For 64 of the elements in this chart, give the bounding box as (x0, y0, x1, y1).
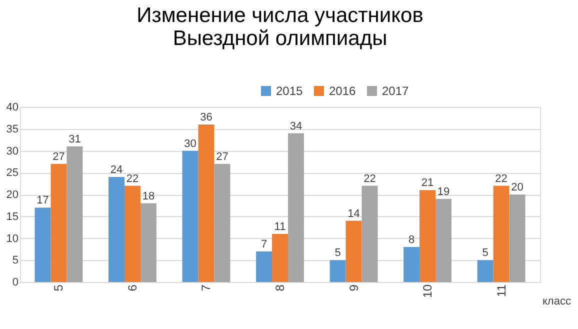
bar (140, 203, 156, 282)
bar (493, 186, 510, 282)
text: Изменение числа участников (136, 4, 424, 27)
legend-label: 2015 (276, 84, 304, 98)
bar (256, 251, 272, 282)
bar (124, 186, 140, 282)
x-axis-title: класс (542, 296, 572, 308)
bar (50, 164, 67, 282)
bar (288, 133, 304, 282)
x-tick-label: 10 (420, 284, 435, 298)
bar (404, 247, 420, 282)
y-tick-label: 5 (12, 254, 18, 267)
bar (34, 208, 51, 282)
data-label: 36 (200, 112, 212, 124)
bar (477, 260, 494, 282)
bar (420, 190, 436, 282)
data-label: 27 (216, 150, 228, 163)
bar (66, 146, 83, 282)
data-label: 22 (364, 172, 376, 185)
bar (108, 177, 124, 282)
data-label: 19 (437, 186, 450, 198)
data-label: 17 (36, 194, 49, 207)
bar (198, 124, 214, 282)
data-label: 11 (274, 220, 286, 233)
legend-label: 2016 (329, 84, 356, 98)
bar (272, 234, 288, 282)
bar (509, 194, 526, 282)
legend-label: 2017 (382, 84, 410, 98)
y-tick-label: 30 (6, 145, 18, 158)
x-tick-label: 11 (494, 284, 508, 297)
x-tick-label: 9 (346, 284, 361, 292)
y-tick-label: 40 (6, 102, 18, 114)
x-tick-label: 8 (273, 284, 287, 292)
bar (346, 220, 362, 282)
y-tick-label: 20 (6, 189, 18, 201)
y-tick-label: 25 (6, 167, 18, 180)
y-tick-label: 10 (6, 232, 18, 245)
x-tick-label: 5 (52, 284, 66, 292)
data-label: 24 (110, 164, 123, 176)
y-tick-label: 0 (12, 276, 18, 288)
y-tick-label: 35 (6, 123, 18, 136)
data-label: 5 (482, 247, 488, 260)
data-label: 5 (334, 247, 341, 260)
data-label: 27 (52, 150, 65, 163)
bar (362, 186, 378, 282)
data-label: 18 (142, 190, 155, 202)
data-label: 22 (126, 172, 139, 185)
x-tick-label: 7 (199, 284, 214, 292)
data-label: 14 (348, 208, 360, 220)
data-label: 34 (290, 120, 302, 132)
data-label: 7 (260, 238, 268, 250)
data-label: 22 (495, 172, 508, 185)
bar (182, 150, 198, 282)
bar (214, 164, 230, 282)
data-label: 30 (184, 138, 196, 150)
data-label: 8 (408, 234, 415, 246)
data-label: 31 (68, 133, 81, 146)
y-tick-label: 15 (6, 210, 18, 223)
bar (436, 198, 452, 282)
text: Выездной олимпиады (172, 27, 388, 50)
data-label: 21 (421, 177, 434, 190)
data-label: 20 (511, 182, 524, 194)
x-tick-label: 6 (125, 284, 140, 292)
bar (330, 260, 346, 282)
